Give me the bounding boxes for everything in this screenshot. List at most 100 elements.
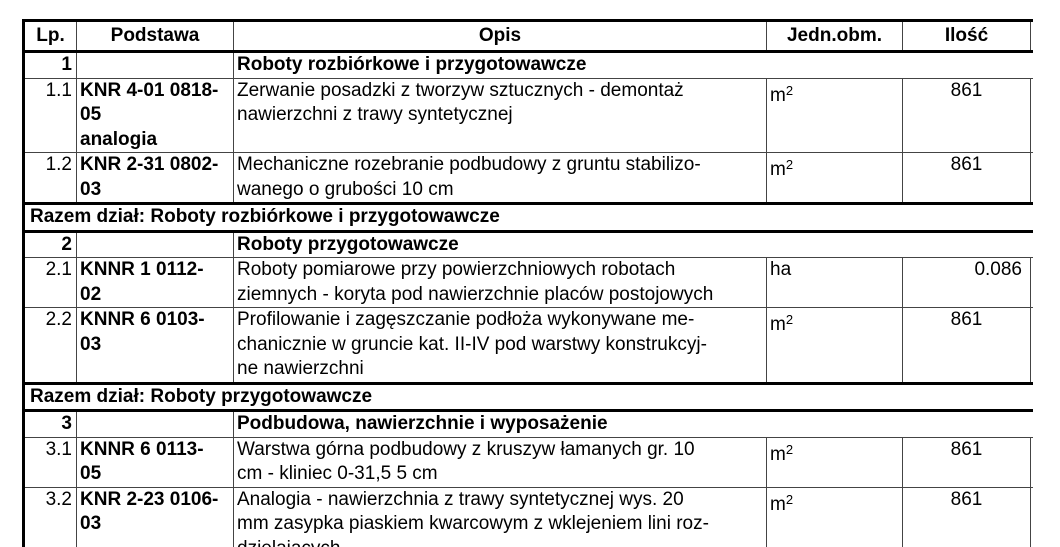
- item-extra: [1030, 486, 1033, 547]
- item-extra: [1030, 307, 1033, 385]
- text-line: 03: [80, 513, 102, 534]
- item-podstawa: KNR 4-01 0818- 05 analogia: [76, 77, 234, 153]
- text-line: ne nawierzchni: [237, 358, 364, 379]
- unit-text: m: [770, 159, 786, 180]
- text-line: Warstwa górna podbudowy z kruszyw łamany…: [237, 438, 695, 460]
- header-opis: Opis: [233, 19, 767, 53]
- item-opis: Profilowanie i zagęszczanie podłoża wyko…: [233, 307, 767, 385]
- item-opis: Mechaniczne rozebranie podbudowy z grunt…: [233, 152, 767, 205]
- text-line: KNNR 1 0112-: [80, 259, 204, 280]
- header-jedn: Jedn.obm.: [766, 19, 903, 53]
- item-unit: m2: [766, 486, 903, 547]
- text-line: wanego o grubości 10 cm: [237, 178, 454, 200]
- item-quantity: 861: [902, 77, 1031, 153]
- header-podstawa: Podstawa: [76, 19, 234, 53]
- unit-superscript: 2: [785, 491, 794, 507]
- text-line: mm zasypka piaskiem kwarcowym z wklejeni…: [237, 513, 709, 534]
- unit-superscript: 2: [785, 312, 794, 327]
- item-extra: [1030, 152, 1033, 205]
- table-row: 1.2 KNR 2-31 0802- 03 Mechaniczne rozebrani…: [22, 152, 1033, 205]
- item-podstawa: KNR 2-31 0802- 03: [76, 152, 234, 205]
- text-line: Roboty pomiarowe przy powierzchniowych r…: [237, 259, 676, 280]
- section-lp: 3: [22, 410, 77, 438]
- item-quantity: 861: [902, 152, 1031, 205]
- item-extra: [1030, 257, 1033, 308]
- text-line: cm - kliniec 0-31,5 5 cm: [237, 463, 438, 484]
- text-line: chanicznie w gruncie kat. II-IV pod wars…: [237, 333, 707, 355]
- unit-superscript: 2: [785, 441, 794, 457]
- header-ilosc: Ilość: [902, 19, 1031, 53]
- item-quantity: 861: [902, 486, 1031, 547]
- item-quantity: 861: [902, 307, 1031, 385]
- item-unit: m2: [766, 436, 903, 488]
- table-row: 2.2 KNNR 6 0103- 03 Profilowanie i zagęszcz…: [22, 307, 1033, 385]
- item-extra: [1030, 77, 1033, 153]
- section-lp: 1: [22, 51, 77, 79]
- unit-superscript: 2: [785, 82, 794, 98]
- section-total-label: Razem dział: Roboty przygotowawcze: [22, 381, 1033, 412]
- item-unit: m2: [766, 77, 903, 153]
- section-podstawa: [76, 230, 234, 258]
- section-lp: 2: [22, 230, 77, 258]
- table-row: 3.1 KNNR 6 0113- 05 Warstwa górna podbudowy…: [22, 436, 1033, 488]
- text-line: ziemnych - koryta pod nawierzchnie placó…: [237, 283, 714, 305]
- section-total-label: Razem dział: Roboty rozbiórkowe i przygo…: [22, 202, 1033, 233]
- section-podstawa: [76, 410, 234, 438]
- text-line: 05: [80, 463, 102, 484]
- text-line: analogia: [80, 128, 158, 150]
- text-line: Profilowanie i zagęszczanie podłoża wyko…: [237, 309, 695, 330]
- section-title: Podbudowa, nawierzchnie i wyposażenie: [233, 410, 1033, 438]
- header-extra: [1030, 19, 1033, 53]
- unit-superscript: 2: [785, 157, 794, 172]
- unit-text: m: [770, 84, 786, 106]
- text-line: KNR 2-23 0106-: [80, 488, 219, 510]
- item-lp: 3.2: [22, 486, 77, 547]
- text-line: KNR 2-31 0802-: [80, 154, 219, 175]
- unit-text: m: [770, 443, 786, 465]
- item-opis: Warstwa górna podbudowy z kruszyw łamany…: [233, 436, 767, 488]
- unit-text: ha: [770, 259, 792, 280]
- section-total-row: Razem dział: Roboty rozbiórkowe i przygo…: [22, 202, 1033, 233]
- item-quantity: 0.086: [902, 257, 1031, 308]
- item-opis: Roboty pomiarowe przy powierzchniowych r…: [233, 257, 767, 308]
- item-podstawa: KNNR 6 0113- 05: [76, 436, 234, 488]
- item-lp: 2.1: [22, 257, 77, 308]
- text-line: 03: [80, 178, 102, 200]
- text-line: 02: [80, 283, 102, 305]
- section-total-row: Razem dział: Roboty przygotowawcze: [22, 381, 1033, 412]
- section-row: 3 Podbudowa, nawierzchnie i wyposażenie: [22, 410, 1033, 438]
- text-line: 03: [80, 333, 102, 355]
- text-line: Mechaniczne rozebranie podbudowy z grunt…: [237, 154, 701, 175]
- table-row: 3.2 KNR 2-23 0106- 03 Analogia - nawierzchn…: [22, 486, 1033, 547]
- unit-text: m: [770, 493, 786, 515]
- item-lp: 1.2: [22, 152, 77, 205]
- item-podstawa: KNNR 1 0112- 02: [76, 257, 234, 308]
- text-line: KNNR 6 0113-: [80, 438, 204, 460]
- item-quantity: 861: [902, 436, 1031, 488]
- text-line: Analogia - nawierzchnia z trawy syntetyc…: [237, 488, 684, 510]
- item-unit: ha: [766, 257, 903, 308]
- text-line: Zerwanie posadzki z tworzyw sztucznych -…: [237, 79, 684, 101]
- item-opis: Analogia - nawierzchnia z trawy syntetyc…: [233, 486, 767, 547]
- item-lp: 1.1: [22, 77, 77, 153]
- item-podstawa: KNR 2-23 0106- 03: [76, 486, 234, 547]
- table-header-row: Lp. Podstawa Opis Jedn.obm. Ilość: [22, 19, 1033, 53]
- cost-estimate-table: Lp. Podstawa Opis Jedn.obm. Ilość 1 Robot…: [22, 19, 1033, 547]
- item-lp: 2.2: [22, 307, 77, 385]
- section-podstawa: [76, 51, 234, 79]
- item-extra: [1030, 436, 1033, 488]
- item-unit: m2: [766, 307, 903, 385]
- item-opis: Zerwanie posadzki z tworzyw sztucznych -…: [233, 77, 767, 153]
- header-lp: Lp.: [22, 19, 77, 53]
- unit-text: m: [770, 314, 786, 335]
- cost-estimate-table-container: Lp. Podstawa Opis Jedn.obm. Ilość 1 Robot…: [22, 19, 1033, 547]
- text-line: nawierzchni z trawy syntetycznej: [237, 104, 513, 125]
- section-title: Roboty rozbiórkowe i przygotowawcze: [233, 51, 1033, 79]
- section-row: 2 Roboty przygotowawcze: [22, 230, 1033, 258]
- item-podstawa: KNNR 6 0103- 03: [76, 307, 234, 385]
- text-line: KNR 4-01 0818-: [80, 79, 219, 101]
- text-line: KNNR 6 0103-: [80, 309, 205, 330]
- section-row: 1 Roboty rozbiórkowe i przygotowawcze: [22, 51, 1033, 79]
- text-line: dzielających: [237, 537, 763, 547]
- table-row: 1.1 KNR 4-01 0818- 05 analogia Zerwanie posa…: [22, 77, 1033, 153]
